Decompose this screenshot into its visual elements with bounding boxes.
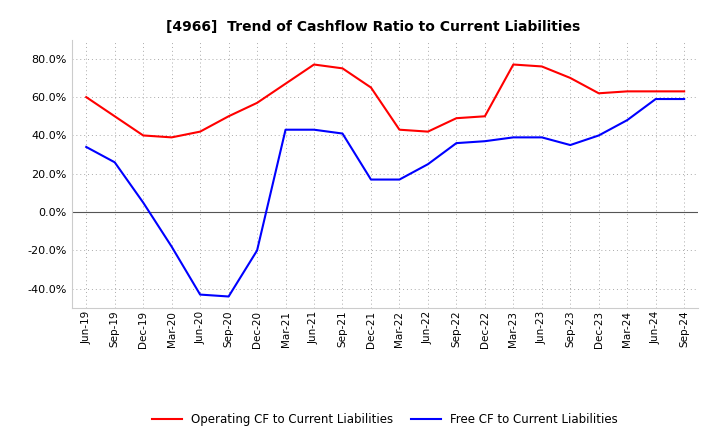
Free CF to Current Liabilities: [196, 292, 204, 297]
Operating CF to Current Liabilities: [537, 64, 546, 69]
Free CF to Current Liabilities: [423, 161, 432, 167]
Operating CF to Current Liabilities: [225, 114, 233, 119]
Free CF to Current Liabilities: [366, 177, 375, 182]
Free CF to Current Liabilities: [537, 135, 546, 140]
Operating CF to Current Liabilities: [509, 62, 518, 67]
Operating CF to Current Liabilities: [366, 85, 375, 90]
Title: [4966]  Trend of Cashflow Ratio to Current Liabilities: [4966] Trend of Cashflow Ratio to Curren…: [166, 20, 580, 34]
Free CF to Current Liabilities: [282, 127, 290, 132]
Operating CF to Current Liabilities: [82, 95, 91, 100]
Operating CF to Current Liabilities: [282, 81, 290, 86]
Free CF to Current Liabilities: [310, 127, 318, 132]
Free CF to Current Liabilities: [509, 135, 518, 140]
Line: Free CF to Current Liabilities: Free CF to Current Liabilities: [86, 99, 684, 297]
Operating CF to Current Liabilities: [310, 62, 318, 67]
Operating CF to Current Liabilities: [680, 89, 688, 94]
Operating CF to Current Liabilities: [566, 75, 575, 81]
Free CF to Current Liabilities: [623, 117, 631, 123]
Free CF to Current Liabilities: [338, 131, 347, 136]
Operating CF to Current Liabilities: [623, 89, 631, 94]
Operating CF to Current Liabilities: [595, 91, 603, 96]
Free CF to Current Liabilities: [167, 244, 176, 249]
Operating CF to Current Liabilities: [480, 114, 489, 119]
Free CF to Current Liabilities: [139, 200, 148, 205]
Operating CF to Current Liabilities: [395, 127, 404, 132]
Operating CF to Current Liabilities: [652, 89, 660, 94]
Free CF to Current Liabilities: [480, 139, 489, 144]
Free CF to Current Liabilities: [110, 160, 119, 165]
Operating CF to Current Liabilities: [338, 66, 347, 71]
Free CF to Current Liabilities: [595, 133, 603, 138]
Operating CF to Current Liabilities: [452, 116, 461, 121]
Operating CF to Current Liabilities: [110, 114, 119, 119]
Operating CF to Current Liabilities: [167, 135, 176, 140]
Operating CF to Current Liabilities: [196, 129, 204, 134]
Legend: Operating CF to Current Liabilities, Free CF to Current Liabilities: Operating CF to Current Liabilities, Fre…: [148, 408, 623, 431]
Line: Operating CF to Current Liabilities: Operating CF to Current Liabilities: [86, 65, 684, 137]
Operating CF to Current Liabilities: [139, 133, 148, 138]
Free CF to Current Liabilities: [253, 248, 261, 253]
Free CF to Current Liabilities: [652, 96, 660, 102]
Free CF to Current Liabilities: [566, 143, 575, 148]
Free CF to Current Liabilities: [82, 144, 91, 150]
Free CF to Current Liabilities: [680, 96, 688, 102]
Operating CF to Current Liabilities: [253, 100, 261, 106]
Free CF to Current Liabilities: [395, 177, 404, 182]
Free CF to Current Liabilities: [225, 294, 233, 299]
Operating CF to Current Liabilities: [423, 129, 432, 134]
Free CF to Current Liabilities: [452, 140, 461, 146]
